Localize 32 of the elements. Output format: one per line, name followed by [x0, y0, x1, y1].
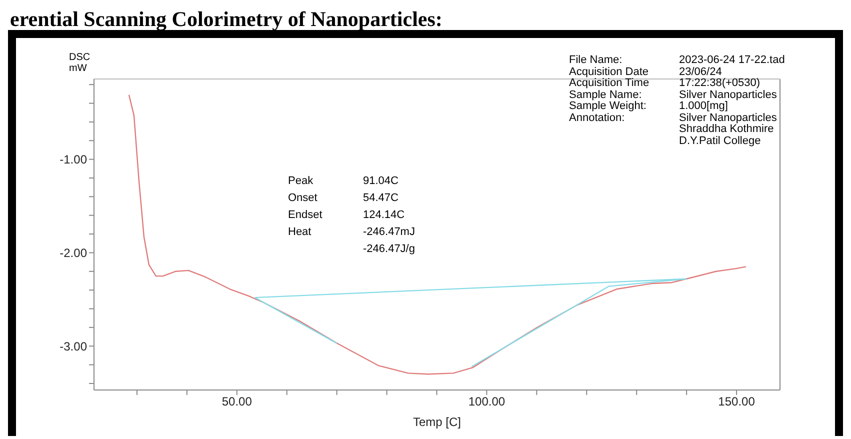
- x-axis-title: Temp [C]: [412, 415, 462, 429]
- text: Acquisition Date: [569, 66, 648, 78]
- annotation: Endset: [288, 209, 322, 221]
- annotation: Silver Nanoparticles: [679, 88, 777, 100]
- annotation: Annotation:: [569, 112, 625, 124]
- annotation: Silver Nanoparticles: [679, 112, 777, 124]
- annotation: Peak: [288, 175, 314, 187]
- x-tick-label: 150.00: [718, 394, 756, 409]
- annotation: Shraddha Kothmire: [679, 123, 774, 135]
- annotation: -246.47mJ: [363, 226, 415, 238]
- annotation: Acquisition Time: [569, 77, 650, 89]
- y-tick-label: -3.00: [60, 339, 88, 354]
- text: File Name:: [569, 54, 622, 66]
- annotation: Sample Name:: [569, 88, 642, 100]
- annotation: 91.04C: [363, 175, 398, 187]
- y-tick-label: -1.00: [60, 152, 88, 167]
- annotation: Onset: [288, 192, 318, 204]
- annotation: -246.47J/g: [363, 243, 415, 255]
- annotation: 124.14C: [363, 209, 405, 221]
- x-tick-label: 100.00: [468, 394, 506, 409]
- annotation: Sample Weight:: [569, 100, 646, 112]
- annotation: 17:22:38(+0530): [679, 77, 760, 89]
- text: 23/06/24: [679, 66, 722, 78]
- annotation: D.Y.Patil College: [679, 134, 761, 146]
- y-tick-label: -2.00: [60, 246, 88, 260]
- annotation: 54.47C: [363, 192, 398, 204]
- text: 2023-06-24 17-22.tad: [679, 54, 785, 66]
- annotation: Heat: [288, 226, 312, 238]
- annotation: 1.000[mg]: [679, 100, 728, 112]
- x-tick-label: 50.00: [222, 394, 252, 409]
- chart-title: erential Scanning Colorimetry of Nanoparticles:: [10, 7, 444, 31]
- y-axis-title: DSC mW: [69, 52, 90, 74]
